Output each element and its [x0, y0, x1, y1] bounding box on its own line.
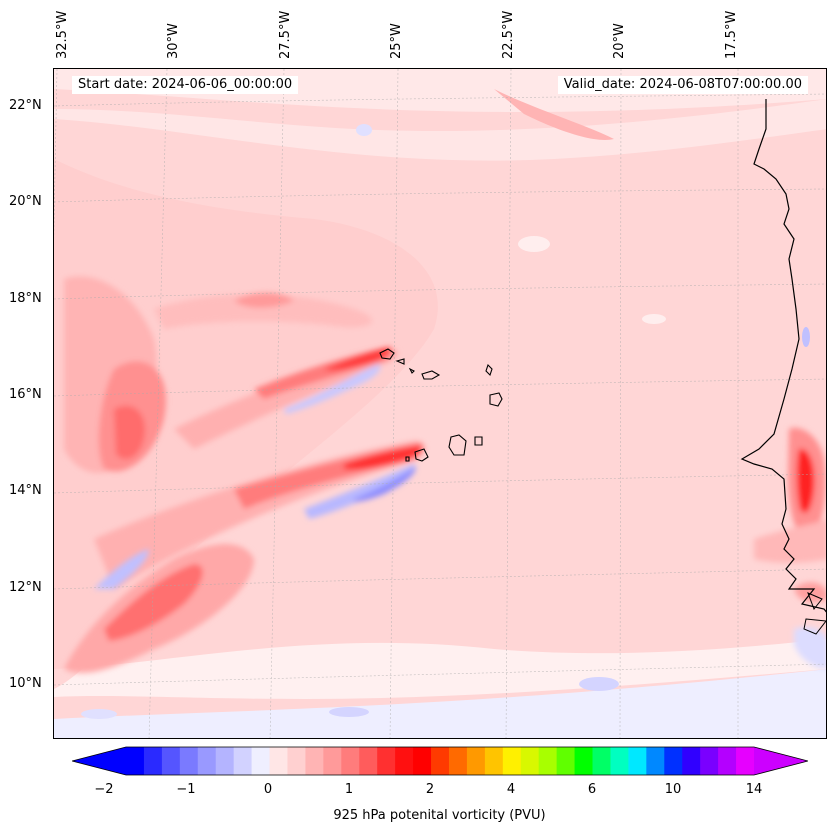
colorbar-tick: 2: [425, 782, 435, 797]
colorbar-cell: [628, 747, 647, 775]
colorbar-cell: [502, 747, 522, 775]
lat-label: 10°N: [9, 676, 42, 691]
lat-label: 20°N: [9, 194, 42, 209]
colorbar-cell: [305, 747, 324, 775]
lon-label: 22.5°W: [501, 10, 516, 59]
colorbar-cell: [377, 747, 396, 775]
map-panel: [53, 68, 827, 739]
colorbar-tick: 4: [506, 782, 516, 797]
colorbar-cell: [215, 747, 235, 775]
colorbar-cell: [287, 747, 306, 775]
colorbar-cell: [233, 747, 253, 775]
colorbar-cell: [413, 747, 432, 775]
colorbar-cell: [520, 747, 540, 775]
lon-label: 30°W: [166, 23, 181, 59]
colorbar-cell: [161, 747, 181, 775]
lon-label: 20°W: [612, 23, 627, 59]
colorbar-cell: [484, 747, 504, 775]
colorbar-tick: 1: [344, 782, 354, 797]
colorbar-cell: [664, 747, 683, 775]
colorbar-cell: [718, 747, 737, 775]
colorbar-cell: [323, 747, 342, 775]
colorbar-tick: 14: [745, 782, 763, 797]
colorbar-over-arrow: [754, 747, 808, 775]
colorbar-cell: [269, 747, 288, 775]
lon-label: 25°W: [389, 23, 404, 59]
colorbar-cell: [592, 747, 611, 775]
colorbar-cell: [556, 747, 576, 775]
colorbar-tick: −2: [94, 782, 114, 797]
colorbar-cell: [574, 747, 594, 775]
colorbar-cell: [466, 747, 486, 775]
colorbar-cell: [448, 747, 468, 775]
lat-label: 12°N: [9, 580, 42, 595]
lat-label: 18°N: [9, 291, 42, 306]
colorbar-cell: [341, 747, 360, 775]
colorbar-cell: [736, 747, 755, 775]
lon-label: 27.5°W: [278, 10, 293, 59]
lon-label: 32.5°W: [55, 10, 70, 59]
start-date-label: Start date: 2024-06-06_00:00:00: [72, 76, 299, 94]
colorbar-cell: [359, 747, 378, 775]
lon-label: 17.5°W: [724, 10, 739, 59]
colorbar-cell: [126, 747, 145, 775]
colorbar-cell: [646, 747, 665, 775]
valid-date-label: Valid_date: 2024-06-08T07:00:00.00: [557, 76, 808, 94]
colorbar-tick: 0: [263, 782, 273, 797]
colorbar-cell: [700, 747, 719, 775]
colorbar-cell: [538, 747, 558, 775]
colorbar-label: 925 hPa potenital vorticity (PVU): [333, 808, 546, 823]
colorbar-cell: [197, 747, 217, 775]
colorbar: [72, 746, 808, 776]
colorbar-under-arrow: [72, 747, 126, 775]
colorbar-cell: [179, 747, 199, 775]
colorbar-cell: [682, 747, 701, 775]
lat-label: 14°N: [9, 483, 42, 498]
colorbar-cell: [251, 747, 271, 775]
colorbar-tick: 10: [664, 782, 682, 797]
colorbar-cell: [395, 747, 414, 775]
colorbar-tick: −1: [176, 782, 196, 797]
pv-field-map: [54, 69, 826, 738]
colorbar-cell: [143, 747, 163, 775]
colorbar-cell: [431, 747, 450, 775]
lat-label: 16°N: [9, 387, 42, 402]
lat-label: 22°N: [9, 98, 42, 113]
colorbar-cell: [610, 747, 629, 775]
colorbar-tick: 6: [587, 782, 597, 797]
